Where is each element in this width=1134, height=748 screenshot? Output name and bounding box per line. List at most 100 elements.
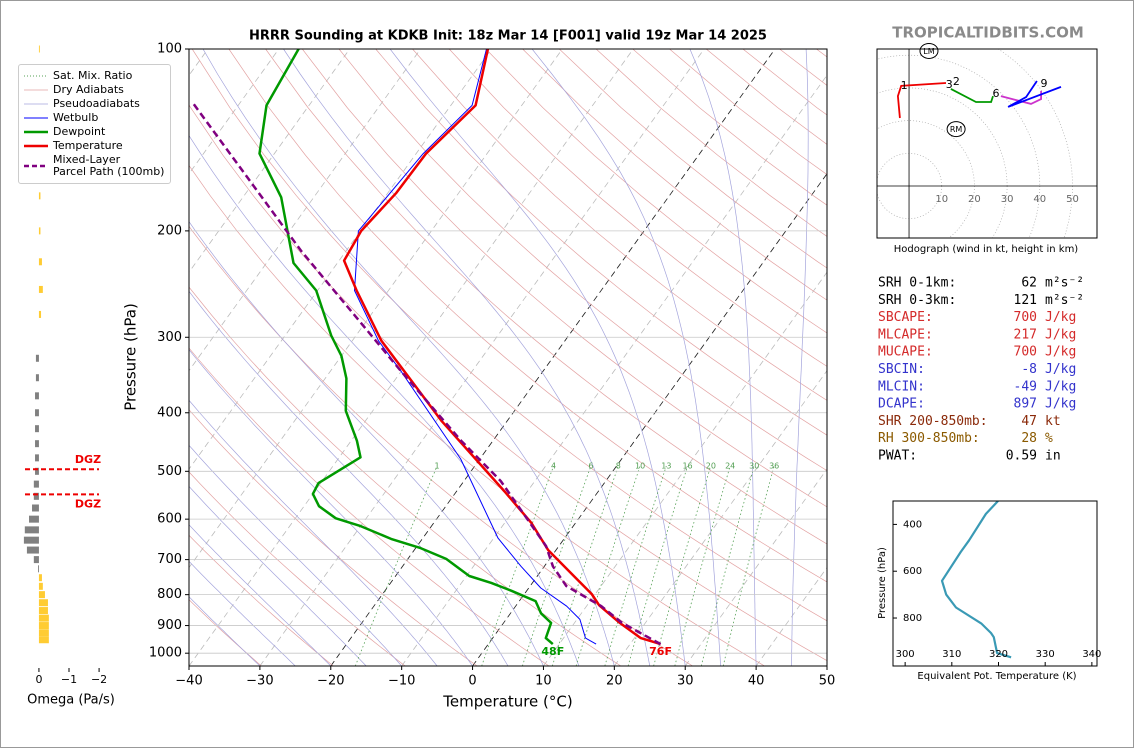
hodograph-tick-label: 50: [1066, 194, 1079, 205]
watermark: TROPICALTIDBITS.COM: [892, 24, 1084, 42]
stat-label: SBCAPE:: [878, 310, 933, 325]
stat-unit: kt: [1045, 414, 1061, 429]
mixing-ratio-label: 6: [588, 462, 593, 471]
omega-bar: [24, 526, 39, 534]
isotherm-highlight: [330, 49, 776, 666]
omega-bar: [35, 440, 39, 448]
height-label: 6: [992, 87, 999, 100]
stat-label: DCAPE:: [878, 397, 925, 412]
dry-adiabat: [448, 49, 827, 367]
y-tick-label: 600: [157, 512, 182, 527]
x-tick-label: −10: [388, 674, 415, 689]
y-tick-label: 700: [157, 552, 182, 567]
pseudoadiabat: [189, 221, 544, 666]
omega-bar: [35, 354, 39, 362]
dry-adiabat: [189, 347, 550, 666]
theta-e-y-tick-label: 400: [903, 519, 922, 530]
dry-adiabat: [485, 49, 827, 334]
pseudoadiabat: [189, 596, 261, 666]
isotherm: [189, 49, 280, 175]
storm-motion-marker: [919, 42, 939, 59]
reference-lines: [189, 49, 827, 666]
omega-bar: [38, 285, 43, 293]
stat-value: 700: [1014, 345, 1037, 360]
theta-e-x-tick-label: 320: [989, 649, 1008, 660]
pseudoadiabat: [531, 49, 722, 666]
dry-adiabat: [189, 409, 478, 666]
legend-swatch: [24, 164, 48, 168]
mixing-ratio-line: [604, 465, 667, 666]
storm-motion-label: LM: [923, 47, 934, 56]
legend: Sat. Mix. Ratio Dry Adiabats Pseudoadiabat…: [18, 64, 171, 184]
hodograph-tick-label: 20: [968, 194, 981, 205]
stat-label: SBCIN:: [878, 362, 925, 377]
y-tick-label: 300: [157, 330, 182, 345]
theta-e-frame: [892, 500, 1098, 667]
legend-item: Temperature: [23, 140, 166, 152]
y-tick-label: 100: [157, 42, 182, 57]
omega-bar: [38, 599, 48, 607]
theta-e-x-tick-label: 340: [1082, 649, 1101, 660]
stat-value: -8: [1021, 362, 1037, 377]
isotherm: [401, 74, 827, 666]
theta-e-x-tick-label: 310: [942, 649, 961, 660]
omega-bar: [38, 310, 42, 318]
mixing-ratio-label: 36: [769, 462, 779, 471]
y-tick-label: 500: [157, 464, 182, 479]
omega-bar: [38, 629, 49, 637]
stat-unit: J/kg: [1045, 362, 1076, 377]
omega-bar: [35, 374, 39, 382]
omega-bar: [38, 45, 40, 53]
omega-bar: [26, 546, 39, 554]
mixing-ratio-line: [354, 465, 438, 666]
legend-swatch: [24, 117, 48, 119]
x-tick-label: −20: [317, 674, 344, 689]
omega-bar: [33, 492, 39, 500]
omega-bar: [38, 574, 42, 582]
stat-label: PWAT:: [878, 449, 917, 464]
legend-swatch: [24, 144, 48, 148]
dry-adiabat: [412, 49, 827, 401]
theta-e-line: [940, 501, 1012, 659]
legend-item: Mixed-Layer Parcel Path (100mb): [23, 154, 166, 178]
dry-adiabat: [189, 599, 262, 666]
dry-adiabat: [189, 104, 827, 662]
theta-e-y-tick-label: 600: [903, 566, 922, 577]
legend-swatch: [24, 89, 48, 91]
profiles: [190, 49, 662, 646]
hodograph-caption: Hodograph (wind in kt, height in km): [894, 244, 1079, 255]
stat-unit: J/kg: [1045, 379, 1076, 394]
legend-item: Sat. Mix. Ratio: [23, 70, 166, 82]
dgz-label: DGZ: [75, 497, 101, 510]
theta-e-plot: [940, 501, 1012, 659]
mixing-ratio-label: 13: [661, 462, 671, 471]
isotherm: [259, 49, 705, 666]
pseudoadiabat: [791, 49, 809, 666]
omega-bar: [32, 504, 39, 512]
theta-e-x-tick-label: 300: [896, 649, 915, 660]
mixing-ratio-label: 4: [551, 462, 556, 471]
legend-label: Dewpoint: [53, 125, 106, 138]
mixing-ratio-label: 24: [725, 462, 735, 471]
stat-value: 62: [1021, 276, 1037, 291]
stat-value: 217: [1014, 327, 1037, 342]
foreground: 1 4 6 8 10 13 16 20 24 30 361002003004005006007008…: [23, 42, 1101, 689]
legend-label: Pseudoadiabats: [53, 97, 140, 110]
pseudoadiabat: [189, 399, 438, 666]
storm-motion-label: RM: [950, 125, 963, 134]
height-label: 2: [953, 75, 960, 88]
dry-adiabat: [816, 49, 827, 58]
dry-adiabat: [522, 49, 827, 301]
mixing-ratio-label: 20: [706, 462, 716, 471]
x-tick-label: 50: [819, 674, 836, 689]
dry-adiabat: [189, 164, 765, 666]
x-tick-label: 40: [748, 674, 765, 689]
mixing-ratio-line: [551, 465, 619, 666]
dry-adiabat: [338, 49, 827, 472]
height-label: 3: [946, 78, 953, 91]
isotherm: [189, 49, 563, 569]
legend-swatch: [24, 103, 48, 105]
dgz-label: DGZ: [75, 453, 101, 466]
stat-label: SHR 200-850mb:: [878, 414, 988, 429]
